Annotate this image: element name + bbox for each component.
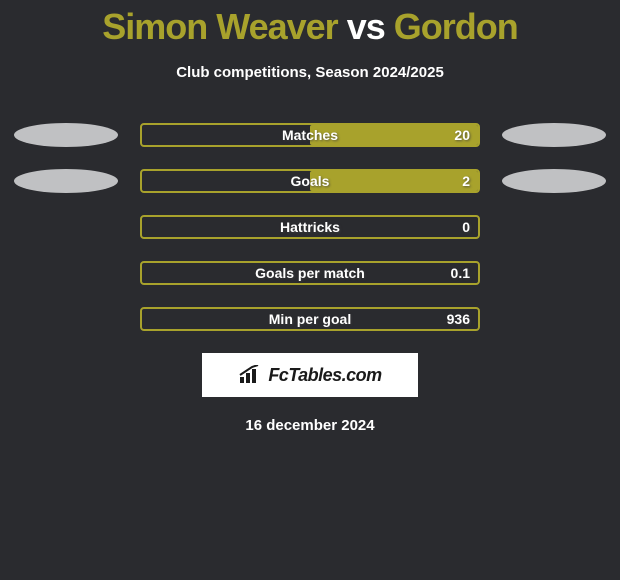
stat-value: 2 xyxy=(462,171,470,191)
stat-row: Goals2 xyxy=(0,169,620,193)
right-ellipse xyxy=(502,307,606,331)
vs-text: vs xyxy=(347,6,385,47)
stat-label: Matches xyxy=(142,125,478,145)
stat-value: 20 xyxy=(454,125,470,145)
right-ellipse xyxy=(502,123,606,147)
left-ellipse xyxy=(14,215,118,239)
date-text: 16 december 2024 xyxy=(0,417,620,434)
stat-value: 0 xyxy=(462,217,470,237)
stat-bar: Matches20 xyxy=(140,123,480,147)
stat-label: Hattricks xyxy=(142,217,478,237)
right-ellipse xyxy=(502,261,606,285)
left-ellipse xyxy=(14,261,118,285)
stat-row: Goals per match0.1 xyxy=(0,261,620,285)
stat-bar: Hattricks0 xyxy=(140,215,480,239)
logo-text: FcTables.com xyxy=(268,365,381,386)
stat-value: 936 xyxy=(447,309,470,329)
stat-row: Matches20 xyxy=(0,123,620,147)
left-ellipse xyxy=(14,123,118,147)
stat-label: Min per goal xyxy=(142,309,478,329)
stat-bar: Min per goal936 xyxy=(140,307,480,331)
stat-row: Min per goal936 xyxy=(0,307,620,331)
stat-bar: Goals2 xyxy=(140,169,480,193)
subtitle: Club competitions, Season 2024/2025 xyxy=(0,64,620,81)
stat-label: Goals xyxy=(142,171,478,191)
stat-value: 0.1 xyxy=(451,263,470,283)
right-ellipse xyxy=(502,169,606,193)
stat-bar: Goals per match0.1 xyxy=(140,261,480,285)
logo-box: FcTables.com xyxy=(202,353,418,397)
stat-label: Goals per match xyxy=(142,263,478,283)
stat-row: Hattricks0 xyxy=(0,215,620,239)
right-ellipse xyxy=(502,215,606,239)
player2-name: Gordon xyxy=(394,6,518,47)
player1-name: Simon Weaver xyxy=(102,6,337,47)
page-title: Simon Weaver vs Gordon xyxy=(0,0,620,48)
stat-rows: Matches20Goals2Hattricks0Goals per match… xyxy=(0,123,620,331)
left-ellipse xyxy=(14,307,118,331)
chart-icon xyxy=(238,365,264,385)
left-ellipse xyxy=(14,169,118,193)
